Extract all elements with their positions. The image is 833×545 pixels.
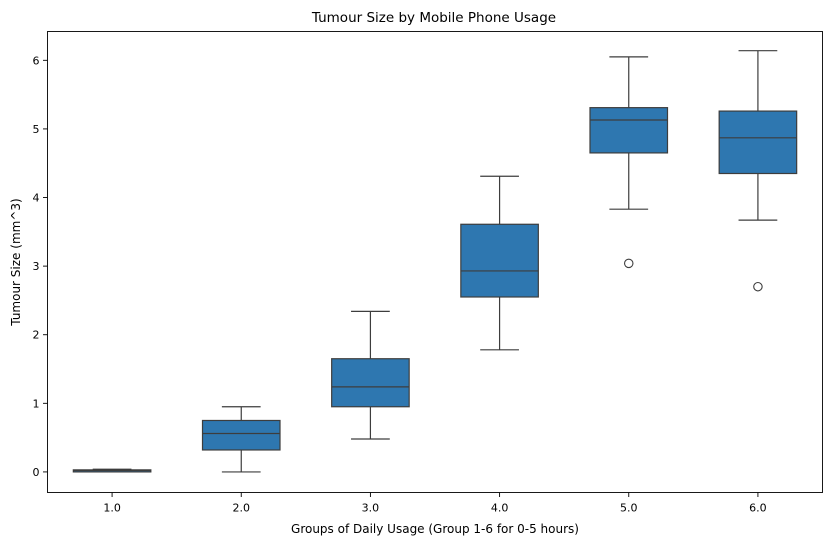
box-group-5.0	[589, 56, 669, 269]
y-tick-label: 4	[33, 192, 40, 205]
y-axis-label: Tumour Size (mm^3)	[9, 198, 23, 326]
x-axis-ticks: 1.0 2.0 3.0 4.0 5.0 6.0	[103, 492, 767, 515]
y-tick-label: 3	[33, 260, 40, 273]
iqr-box	[718, 110, 798, 175]
y-tick-label: 6	[33, 54, 40, 67]
x-tick-label: 5.0	[620, 502, 638, 515]
iqr-box	[331, 358, 410, 408]
box-group-6.0	[718, 50, 798, 292]
y-tick-label: 1	[33, 397, 40, 410]
x-tick-label: 3.0	[362, 502, 380, 515]
x-tick-label: 2.0	[233, 502, 251, 515]
y-tick-label: 0	[33, 466, 40, 479]
outlier-point	[623, 258, 634, 269]
x-axis-label: Groups of Daily Usage (Group 1-6 for 0-5…	[291, 522, 579, 536]
y-axis-ticks: 0 1 2 3 4 5 6	[33, 54, 48, 479]
y-tick-label: 5	[33, 123, 40, 136]
box-group-3.0	[331, 310, 410, 440]
box-group-2.0	[201, 406, 281, 473]
iqr-box	[460, 223, 539, 298]
iqr-box	[201, 419, 281, 451]
box-group-1.0	[72, 468, 152, 473]
x-tick-label: 1.0	[103, 502, 121, 515]
x-tick-label: 6.0	[749, 502, 767, 515]
y-tick-label: 2	[33, 329, 40, 342]
boxes-layer	[72, 50, 798, 473]
outlier-point	[753, 281, 763, 292]
iqr-box	[589, 107, 669, 154]
chart-title: Tumour Size by Mobile Phone Usage	[311, 10, 556, 26]
x-tick-label: 4.0	[491, 502, 509, 515]
plot-area-frame	[47, 31, 823, 493]
box-group-4.0	[460, 175, 539, 351]
